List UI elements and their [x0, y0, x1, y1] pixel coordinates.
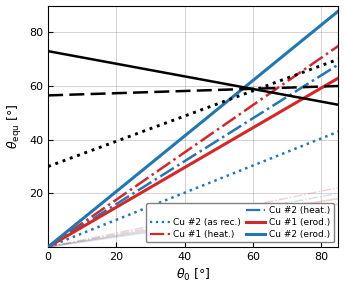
Y-axis label: $\theta_\mathrm{equ}$ [°]: $\theta_\mathrm{equ}$ [°] — [6, 103, 23, 149]
X-axis label: $\theta_0$ [°]: $\theta_0$ [°] — [176, 267, 211, 284]
Legend: , Cu #2 (as rec.), Cu #1 (heat.), Cu #2 (heat.), Cu #1 (erod.), Cu #2 (erod.): , Cu #2 (as rec.), Cu #1 (heat.), Cu #2 … — [146, 203, 334, 242]
